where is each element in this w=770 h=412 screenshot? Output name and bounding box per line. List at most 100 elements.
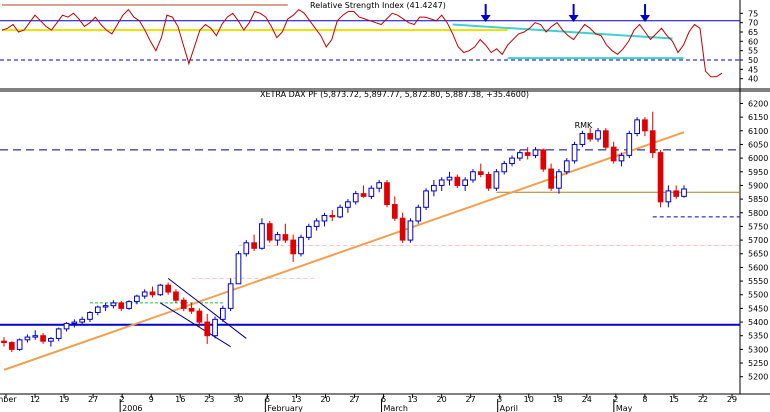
candle-body xyxy=(665,190,672,203)
rsi-trendline xyxy=(452,23,673,40)
x-tick-label: 9 xyxy=(149,395,154,404)
price-y-tick-label: 5200 xyxy=(748,373,768,382)
candle-body xyxy=(493,171,500,189)
candle-body xyxy=(556,171,562,189)
x-tick-label: 29 xyxy=(727,395,737,404)
candle-body xyxy=(532,149,539,156)
candle-body xyxy=(337,206,343,218)
price-channel-line xyxy=(160,302,231,348)
candle-body xyxy=(548,168,554,189)
x-tick-label: 6 xyxy=(381,395,386,404)
candle-body xyxy=(517,152,523,159)
candle-body xyxy=(485,174,492,189)
candle-body xyxy=(94,306,101,313)
candle-body xyxy=(48,337,54,342)
candle-body xyxy=(657,152,664,203)
candle-body xyxy=(134,295,140,303)
candle-body xyxy=(618,154,625,162)
x-tick-label: 16 xyxy=(175,395,185,404)
candle-body xyxy=(32,335,39,338)
candle-body xyxy=(40,335,46,342)
candle-body xyxy=(509,157,515,165)
month-label: February xyxy=(267,404,303,412)
price-y-tick-label: 6100 xyxy=(748,127,768,136)
price-y-tick-label: 5850 xyxy=(748,195,768,204)
price-y-tick-label: 5800 xyxy=(748,209,768,218)
x-tick-label: 3 xyxy=(497,395,502,404)
x-tick-label: 24 xyxy=(582,395,592,404)
candle-body xyxy=(384,182,390,206)
candle-body xyxy=(563,160,570,173)
x-tick-label: 27 xyxy=(349,395,359,404)
x-tick-label: 27 xyxy=(466,395,476,404)
rsi-arrow-head-icon xyxy=(640,15,651,22)
candle-body xyxy=(345,201,351,208)
x-tick-label: 2 xyxy=(120,395,125,404)
price-y-tick-label: 5450 xyxy=(748,304,768,313)
price-y-tick-label: 6200 xyxy=(748,99,768,108)
price-y-tick-label: 5350 xyxy=(748,332,768,341)
candle-body xyxy=(282,234,289,241)
x-tick-label: 20 xyxy=(320,395,330,404)
candle-body xyxy=(391,204,398,219)
candle-body xyxy=(204,321,211,337)
price-y-tick-label: 6150 xyxy=(748,113,768,122)
candle-body xyxy=(477,171,484,176)
candle-body xyxy=(649,130,656,154)
candle-body xyxy=(173,291,179,301)
candle-body xyxy=(438,179,445,186)
candle-body xyxy=(454,176,461,186)
price-y-tick-label: 6050 xyxy=(748,140,768,149)
rsi-arrow-head-icon xyxy=(480,15,491,22)
x-tick-label: 12 xyxy=(30,395,40,404)
rsi-y-tick-label: 40 xyxy=(748,75,758,84)
price-channel-line xyxy=(167,277,247,339)
candle-body xyxy=(180,299,187,309)
rsi-y-tick-label: 75 xyxy=(748,9,758,18)
rsi-y-tick-label: 70 xyxy=(748,19,758,28)
candle-body xyxy=(235,253,242,285)
candle-body xyxy=(423,190,429,208)
candle-body xyxy=(8,342,15,350)
candle-body xyxy=(71,321,78,324)
price-y-tick-label: 5300 xyxy=(748,345,768,354)
candle-body xyxy=(274,234,281,241)
candle-body xyxy=(587,133,594,140)
candle-body xyxy=(16,339,23,350)
candle-body xyxy=(321,214,328,222)
candle-body xyxy=(79,318,86,323)
x-tick-label: 22 xyxy=(698,395,708,404)
rsi-y-tick-label: 50 xyxy=(748,56,758,65)
candle-body xyxy=(376,182,383,189)
candle-body xyxy=(368,187,375,197)
candle-body xyxy=(110,302,117,307)
x-tick-label: 6 xyxy=(265,395,270,404)
rsi-y-tick-label: 60 xyxy=(748,37,758,46)
x-tick-label: 19 xyxy=(59,395,69,404)
candle-body xyxy=(540,149,547,170)
price-y-tick-label: 5600 xyxy=(748,263,768,272)
x-tick-label: 23 xyxy=(204,395,214,404)
candle-body xyxy=(610,146,617,162)
candle-body xyxy=(407,220,414,241)
candle-body xyxy=(462,179,468,186)
price-y-tick-label: 5550 xyxy=(748,277,768,286)
candle-body xyxy=(157,284,164,296)
candle-body xyxy=(298,236,304,255)
rsi-y-tick-label: 45 xyxy=(748,65,758,74)
candle-body xyxy=(501,163,508,173)
candle-body xyxy=(212,318,218,337)
month-label: April xyxy=(500,404,518,412)
price-trendline xyxy=(3,131,685,371)
candle-body xyxy=(470,171,476,181)
candle-body xyxy=(126,301,132,309)
candle-body xyxy=(196,310,203,323)
x-tick-label: 13 xyxy=(291,395,301,404)
x-tick-label: mber xyxy=(0,395,17,404)
month-label: March xyxy=(384,404,408,412)
rsi-y-tick-label: 55 xyxy=(748,47,758,56)
candle-body xyxy=(415,206,422,222)
price-y-tick-label: 5250 xyxy=(748,359,768,368)
